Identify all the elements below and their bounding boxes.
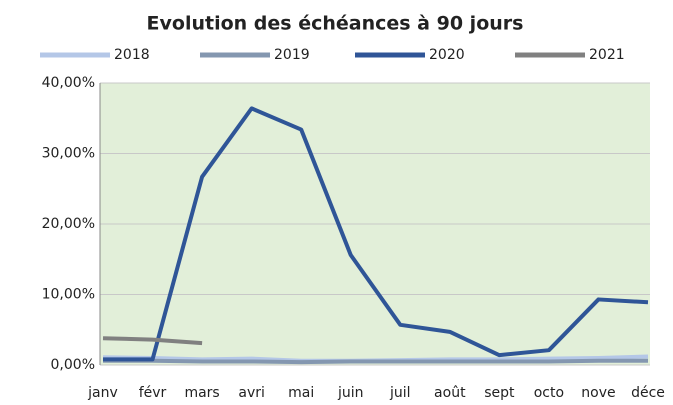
- x-tick-label: octo: [534, 385, 564, 401]
- x-tick-label: févr: [139, 385, 167, 401]
- series-line: [102, 336, 203, 346]
- x-tick-label: sept: [484, 385, 515, 401]
- x-tick-label: août: [434, 385, 466, 401]
- x-tick-label: déce: [631, 385, 665, 401]
- y-tick-label: 10,00%: [42, 287, 95, 303]
- x-tick-label: mai: [288, 385, 314, 401]
- legend-label: 2019: [274, 47, 310, 63]
- series-line: [103, 106, 649, 362]
- series-line: [103, 358, 648, 365]
- y-tick-label: 40,00%: [42, 75, 95, 91]
- x-tick-label: juin: [337, 385, 364, 401]
- chart-title: Evolution des échéances à 90 jours: [147, 13, 524, 35]
- x-tick-label: nove: [581, 385, 615, 401]
- y-tick-label: 30,00%: [42, 146, 95, 162]
- y-tick-label: 0,00%: [51, 357, 95, 373]
- legend-label: 2020: [429, 47, 465, 63]
- x-tick-label: mars: [184, 385, 219, 401]
- legend-label: 2021: [589, 47, 625, 63]
- x-tick-label: juil: [389, 385, 411, 401]
- x-tick-label: janv: [87, 385, 118, 401]
- x-tick-label: avri: [238, 385, 265, 401]
- legend-label: 2018: [114, 47, 150, 63]
- y-tick-label: 20,00%: [42, 216, 95, 232]
